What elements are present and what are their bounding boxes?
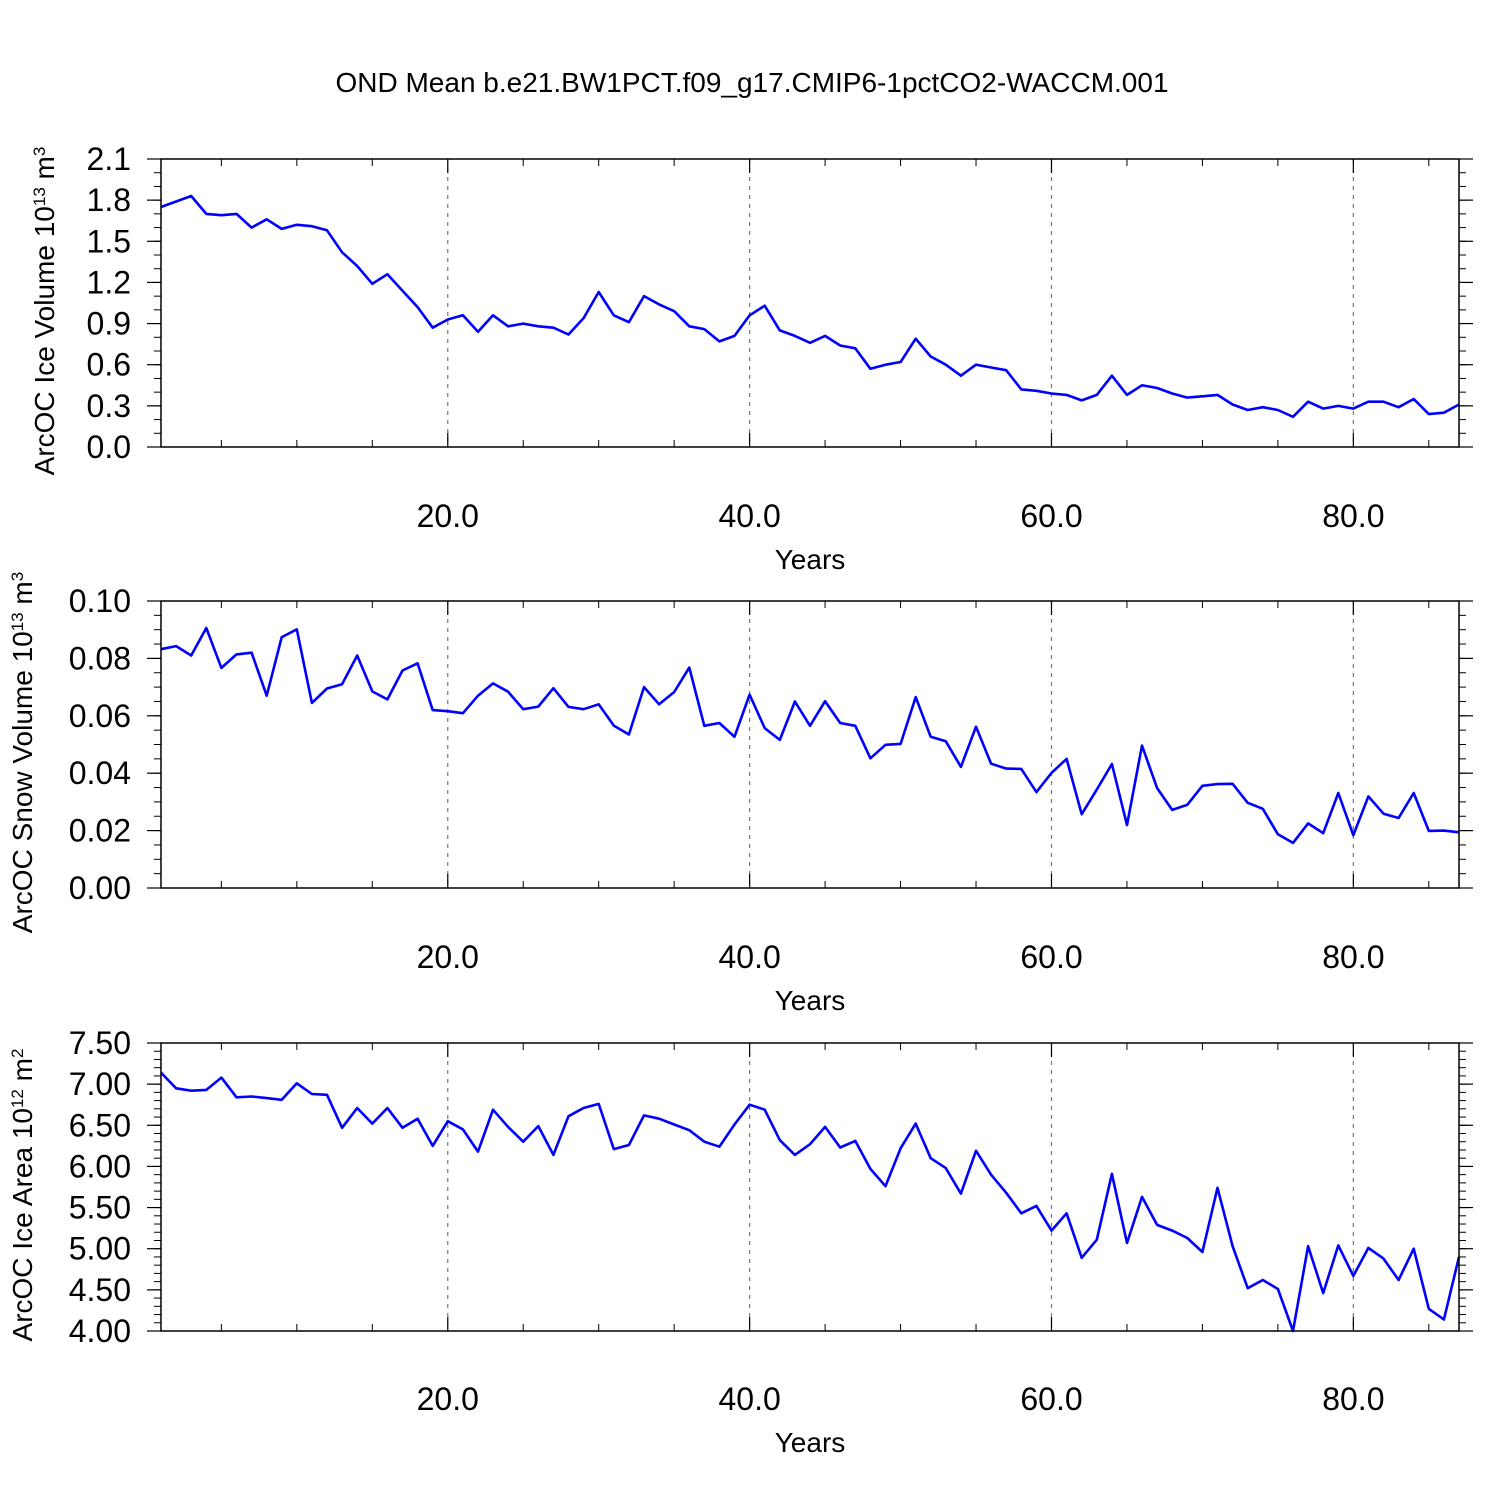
y-axis-title-exp: 13 — [30, 187, 49, 206]
y-tick-label: 0.02 — [69, 813, 131, 849]
y-tick-label: 6.00 — [69, 1148, 131, 1184]
y-tick-label: 2.1 — [87, 141, 131, 177]
snow-volume-panel: 20.0 40.0 60.0 80.0 0.00 0.02 0.04 0.06 0.08 0.1… — [7, 572, 1473, 1016]
x-tick-label: 40.0 — [718, 1381, 780, 1417]
y-axis-title-unit-exp: 2 — [8, 1049, 27, 1058]
x-axis-title: Years — [775, 985, 846, 1016]
axis-ticks — [147, 1042, 1473, 1332]
ice-volume-panel: 20.0 40.0 60.0 80.0 0.0 0.3 0.6 0.9 1.2 1.5 1.8 2.… — [29, 141, 1473, 575]
y-axis-title-unit: m — [7, 581, 38, 612]
x-tick-label: 40.0 — [718, 498, 780, 534]
x-grid — [447, 159, 1354, 447]
y-axis-title-main: ArcOC Ice Area 10 — [7, 1108, 38, 1341]
y-tick-label: 0.9 — [87, 306, 131, 342]
y-tick-label: 0.08 — [69, 640, 131, 676]
x-tick-label: 60.0 — [1020, 498, 1082, 534]
x-tick-label: 60.0 — [1020, 939, 1082, 975]
ice-area-line — [160, 1071, 1461, 1333]
x-tick-labels: 20.0 40.0 60.0 80.0 — [417, 498, 1385, 534]
y-tick-label: 7.00 — [69, 1066, 131, 1102]
chart-title: OND Mean b.e21.BW1PCT.f09_g17.CMIP6-1pct… — [335, 67, 1168, 98]
plot-frame — [160, 1042, 1460, 1332]
axis-ticks — [147, 600, 1473, 889]
x-tick-label: 80.0 — [1322, 939, 1384, 975]
x-axis-title: Years — [775, 544, 846, 575]
x-tick-label: 20.0 — [417, 939, 479, 975]
y-axis-title-exp: 13 — [8, 612, 27, 631]
x-grid — [447, 601, 1354, 888]
x-tick-label: 80.0 — [1322, 498, 1384, 534]
y-tick-label: 0.0 — [87, 429, 131, 465]
y-tick-label: 1.2 — [87, 264, 131, 300]
axis-ticks — [147, 158, 1473, 448]
y-tick-label: 5.00 — [69, 1231, 131, 1267]
y-tick-label: 6.50 — [69, 1107, 131, 1143]
snow-volume-line — [160, 626, 1460, 845]
x-tick-label: 20.0 — [417, 1381, 479, 1417]
y-tick-label: 0.10 — [69, 583, 131, 619]
y-tick-labels: 4.00 4.50 5.00 5.50 6.00 6.50 7.00 7.50 — [69, 1025, 131, 1349]
y-tick-label: 5.50 — [69, 1190, 131, 1226]
x-tick-label: 80.0 — [1322, 1381, 1384, 1417]
y-tick-label: 0.6 — [87, 347, 131, 383]
y-tick-label: 0.00 — [69, 870, 131, 906]
x-tick-labels: 20.0 40.0 60.0 80.0 — [417, 939, 1385, 975]
y-axis-title-unit: m — [7, 1058, 38, 1089]
x-grid — [447, 1043, 1354, 1331]
x-tick-label: 20.0 — [417, 498, 479, 534]
y-axis-title-exp: 12 — [8, 1089, 27, 1108]
y-axis-title: ArcOC Ice Volume 1013 m3 — [29, 147, 60, 476]
y-tick-label: 1.8 — [87, 182, 131, 218]
ice-volume-line — [160, 194, 1460, 419]
y-tick-label: 0.04 — [69, 755, 131, 791]
y-axis-title-main: ArcOC Snow Volume 10 — [7, 631, 38, 933]
plot-frame — [160, 600, 1460, 889]
y-tick-label: 0.3 — [87, 388, 131, 424]
x-tick-label: 60.0 — [1020, 1381, 1082, 1417]
y-tick-label: 4.50 — [69, 1272, 131, 1308]
y-tick-label: 1.5 — [87, 223, 131, 259]
x-tick-labels: 20.0 40.0 60.0 80.0 — [417, 1381, 1385, 1417]
y-axis-title-unit-exp: 3 — [8, 572, 27, 581]
plot-frame — [160, 158, 1460, 448]
y-tick-labels: 0.00 0.02 0.04 0.06 0.08 0.10 — [69, 583, 131, 906]
y-axis-title-unit-exp: 3 — [30, 147, 49, 156]
y-axis-title: ArcOC Ice Area 1012 m2 — [7, 1049, 38, 1342]
x-axis-title: Years — [775, 1427, 846, 1458]
y-tick-label: 7.50 — [69, 1025, 131, 1061]
y-axis-title-unit: m — [29, 156, 60, 187]
x-tick-label: 40.0 — [718, 939, 780, 975]
y-tick-labels: 0.0 0.3 0.6 0.9 1.2 1.5 1.8 2.1 — [87, 141, 131, 465]
ice-area-panel: 20.0 40.0 60.0 80.0 4.00 4.50 5.00 5.50 6.00 6.5… — [7, 1025, 1473, 1458]
y-tick-label: 4.00 — [69, 1313, 131, 1349]
y-axis-title-main: ArcOC Ice Volume 10 — [29, 206, 60, 475]
y-axis-title: ArcOC Snow Volume 1013 m3 — [7, 572, 38, 933]
y-tick-label: 0.06 — [69, 698, 131, 734]
